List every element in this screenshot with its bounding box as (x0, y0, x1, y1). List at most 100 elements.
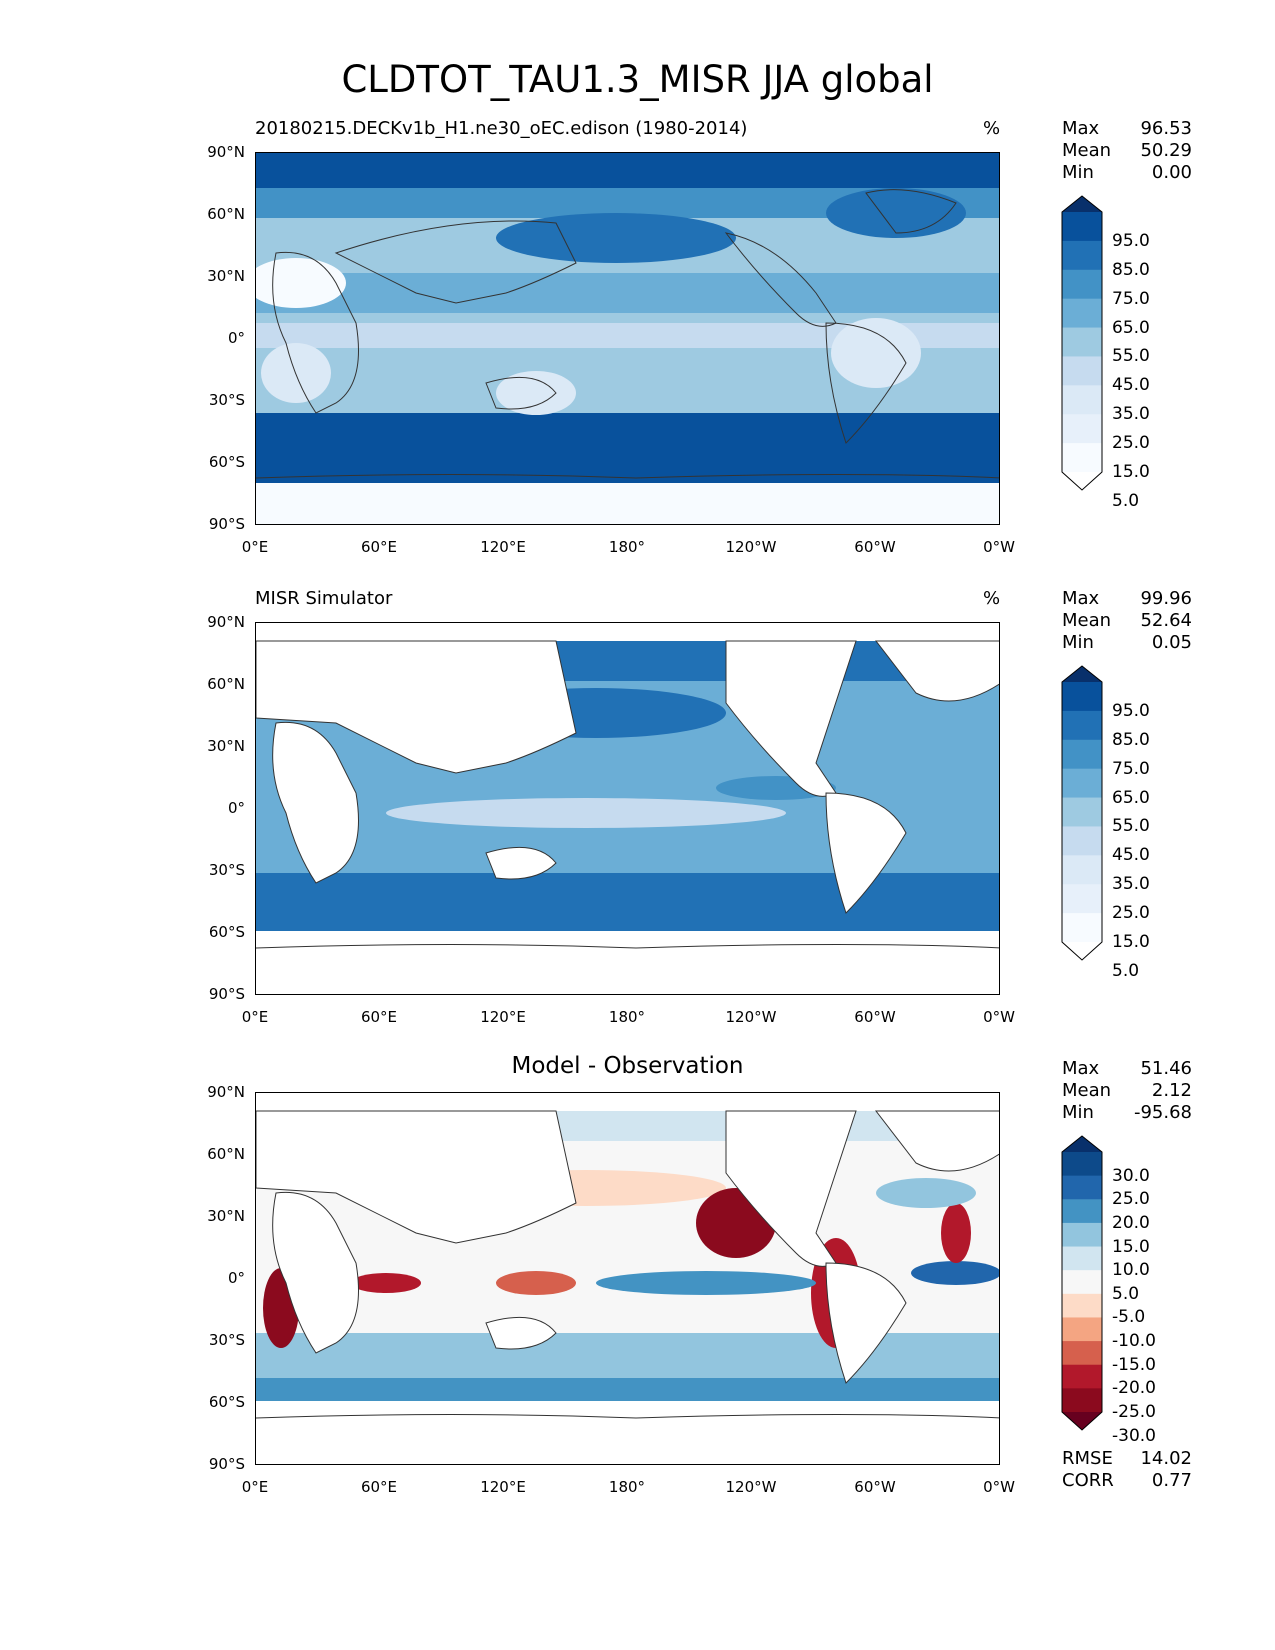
colorbar-tick-label: 25.0 (1112, 433, 1150, 454)
panel-title-center: Model - Observation (511, 1053, 744, 1079)
lat-tick: 90°N (207, 1083, 245, 1101)
colorbar-swatch (1062, 1175, 1102, 1200)
colorbar (1061, 665, 1103, 961)
colorbar-swatch (1062, 797, 1102, 827)
colorbar-tick-label: -25.0 (1112, 1402, 1156, 1422)
stat-label: Mean (1062, 610, 1112, 631)
lat-tick: 90°S (208, 515, 245, 533)
lat-tick: 90°N (207, 143, 245, 161)
colorbar-tick-label: 45.0 (1112, 845, 1150, 866)
figure-title: CLDTOT_TAU1.3_MISR JJA global (341, 58, 934, 101)
colorbar-outline (1061, 665, 1103, 961)
colorbar-swatch (1062, 884, 1102, 914)
lat-tick: 90°N (207, 613, 245, 631)
lat-tick: 90°S (208, 1455, 245, 1473)
colorbar-swatch (1062, 1317, 1102, 1342)
metric-label: CORR (1062, 1470, 1114, 1491)
colorbar-swatch (1062, 269, 1102, 300)
colorbar-tick-label: 35.0 (1112, 404, 1150, 425)
colorbar (1061, 195, 1103, 491)
colorbar-swatch (1062, 855, 1102, 885)
colorbar-swatch (1062, 1222, 1102, 1248)
colorbar-tick-label: -20.0 (1112, 1378, 1156, 1399)
lon-tick: 120°E (480, 1008, 526, 1026)
lat-tick: 90°S (208, 985, 245, 1003)
colorbar-swatch (1062, 212, 1102, 242)
panel-units: % (983, 118, 1001, 139)
lon-tick: 0°E (241, 1008, 269, 1026)
lon-tick: 180° (608, 538, 646, 556)
colorbar-tick-label: 25.0 (1112, 903, 1150, 924)
lat-tick: 0° (227, 329, 245, 347)
colorbar-tick-label: 65.0 (1112, 317, 1150, 338)
stat-label: Max (1062, 1058, 1100, 1079)
colorbar-swatch (1062, 1364, 1102, 1389)
stat-value: 50.29 (1140, 140, 1192, 161)
lon-tick: 0°W (983, 1478, 1015, 1496)
stat-label: Min (1062, 162, 1094, 183)
colorbar-tick-label: 95.0 (1112, 700, 1150, 721)
lon-tick: 0°E (241, 538, 269, 556)
colorbar-tick-label: 20.0 (1112, 1212, 1150, 1233)
colorbar-outline (1061, 195, 1103, 491)
colorbar-tick-label: -5.0 (1112, 1307, 1146, 1328)
colorbar-swatch (1062, 682, 1102, 712)
stats-box: Max 99.96 Mean 52.64 Min 0.05 (1062, 588, 1192, 654)
colorbar-extend-bottom (1062, 942, 1102, 960)
lat-tick: 30°N (207, 1207, 245, 1225)
colorbar-tick-label: 55.0 (1112, 346, 1150, 367)
stat-label: Max (1062, 588, 1100, 609)
colorbar-tick-label: 75.0 (1112, 288, 1150, 309)
colorbar-tick-label: 35.0 (1112, 874, 1150, 895)
colorbar-swatch (1062, 768, 1102, 799)
colorbar-swatch (1062, 826, 1102, 856)
lat-tick: 0° (227, 799, 245, 817)
lat-tick: 60°S (208, 453, 245, 471)
colorbar-swatch (1062, 1270, 1102, 1295)
colorbar-tick-label: -30.0 (1112, 1425, 1156, 1446)
colorbar-swatch (1062, 240, 1102, 271)
stat-label: Min (1062, 1102, 1094, 1123)
colorbar-tick-label: 65.0 (1112, 787, 1150, 808)
colorbar (1061, 1135, 1103, 1431)
map-model (255, 152, 1000, 525)
lon-tick: 120°W (725, 1008, 777, 1026)
lat-tick: 30°S (208, 391, 245, 409)
colorbar-tick-label: -10.0 (1112, 1331, 1156, 1352)
map-observation (255, 622, 1000, 995)
colorbar-swatch (1062, 327, 1102, 357)
colorbar-tick-label: 5.0 (1112, 490, 1140, 511)
lon-tick: 60°W (854, 1008, 896, 1026)
lat-tick: 60°N (207, 675, 245, 693)
metric-label: RMSE (1062, 1448, 1113, 1469)
lon-tick: 120°E (480, 1478, 526, 1496)
colorbar-tick-label: 45.0 (1112, 375, 1150, 396)
colorbar-tick-label: 30.0 (1112, 1165, 1150, 1186)
colorbar-swatch (1062, 443, 1102, 473)
panel-units: % (983, 588, 1001, 609)
colorbar-swatch (1062, 1341, 1102, 1366)
colorbar-swatch (1062, 298, 1102, 329)
lat-tick: 60°S (208, 1393, 245, 1411)
colorbar-extend-bottom (1062, 472, 1102, 490)
colorbar-swatch (1062, 414, 1102, 444)
lat-tick: 60°N (207, 205, 245, 223)
map-difference (255, 1092, 1000, 1465)
panel-title-left: 20180215.DECKv1b_H1.ne30_oEC.edison (198… (255, 118, 748, 139)
lon-tick: 180° (608, 1008, 646, 1026)
colorbar-tick-label: 55.0 (1112, 816, 1150, 837)
colorbar-extend-top (1062, 196, 1102, 212)
metric-value: 14.02 (1140, 1448, 1192, 1469)
lon-tick: 120°W (725, 1478, 777, 1496)
lat-tick: 30°N (207, 737, 245, 755)
colorbar-tick-label: 75.0 (1112, 758, 1150, 779)
colorbar-tick-label: 85.0 (1112, 259, 1150, 280)
lon-tick: 0°E (241, 1478, 269, 1496)
colorbar-tick-label: 25.0 (1112, 1189, 1150, 1210)
lon-tick: 60°E (360, 1008, 398, 1026)
stat-value: 2.12 (1151, 1080, 1192, 1101)
colorbar-tick-label: 10.0 (1112, 1260, 1150, 1281)
lon-tick: 60°W (854, 538, 896, 556)
colorbar-tick-label: 15.0 (1112, 1236, 1150, 1257)
colorbar-outline (1061, 1135, 1103, 1431)
